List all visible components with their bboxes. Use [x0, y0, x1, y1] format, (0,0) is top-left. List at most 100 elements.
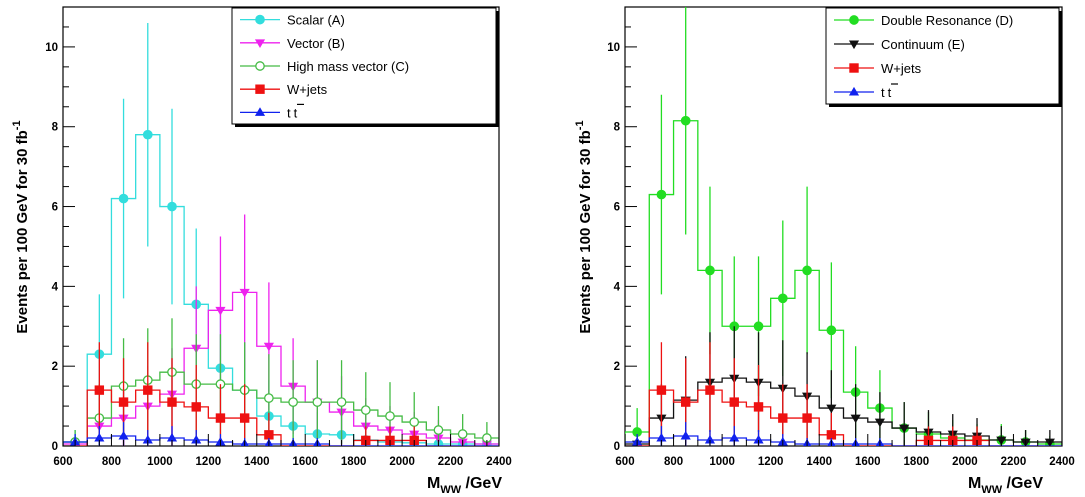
- x-axis-label-main: M: [427, 475, 440, 492]
- data-point: [802, 265, 812, 276]
- y-axis-label: Events per 100 GeV for 30 fb-1: [11, 120, 31, 333]
- y-tick-label: 0: [52, 441, 58, 453]
- data-point: [360, 405, 371, 415]
- x-tick-label: 2200: [1001, 456, 1027, 468]
- data-point: [656, 385, 667, 395]
- data-point: [753, 321, 764, 332]
- legend: Scalar (A) Vector (B) High mass vector (C)…: [231, 7, 499, 127]
- legend-entry: Scalar (A): [240, 13, 345, 28]
- x-tick-label: 1800: [341, 456, 367, 468]
- series-vector-b-: [63, 214, 499, 446]
- y-axis-label-sup: -1: [574, 120, 586, 130]
- legend-label: Double Resonance (D): [881, 13, 1013, 28]
- data-point: [802, 413, 812, 423]
- data-point: [826, 404, 837, 414]
- data-point: [385, 411, 395, 421]
- data-point: [777, 293, 788, 304]
- series-w-jets: [625, 342, 1062, 446]
- histogram-step-line: [625, 120, 1062, 446]
- y-tick-label: 2: [614, 361, 620, 373]
- data-point: [118, 397, 129, 407]
- x-axis-label-unit: /GeV: [461, 475, 502, 492]
- legend-marker: [848, 40, 860, 50]
- data-point: [729, 397, 739, 407]
- y-axis-label-sup: -1: [11, 120, 23, 130]
- x-axis-label: MWW /GeV: [968, 475, 1043, 496]
- legend-marker: [255, 84, 265, 94]
- data-point: [850, 414, 861, 424]
- legend-label: Scalar (A): [287, 13, 345, 28]
- y-tick-label: 6: [52, 202, 58, 214]
- x-axis-label-unit: /GeV: [1002, 475, 1043, 492]
- data-point: [94, 385, 105, 395]
- legend-entry: W+jets: [240, 82, 328, 97]
- x-tick-label: 2000: [952, 456, 978, 468]
- x-tick-label: 2000: [389, 456, 415, 468]
- legend-marker: [849, 63, 859, 73]
- legend-marker: [255, 14, 265, 25]
- data-point: [705, 385, 715, 395]
- legend-entry: W+jets: [834, 61, 922, 76]
- x-tick-label: 1400: [244, 456, 270, 468]
- data-point: [264, 393, 274, 403]
- x-tick-label: 1800: [904, 456, 930, 468]
- data-point: [142, 129, 153, 140]
- data-point: [680, 115, 691, 126]
- data-point: [143, 385, 153, 395]
- data-point: [753, 402, 764, 412]
- chart-panel-2: 600 800 1000 1200 1400 1600 1800 2000 2200 2400 0 2…: [574, 6, 1075, 496]
- legend-entry: Double Resonance (D): [834, 13, 1013, 28]
- data-point: [215, 306, 226, 316]
- data-point: [680, 430, 691, 440]
- legend-entry: Continuum (E): [834, 37, 965, 52]
- data-point: [215, 413, 226, 423]
- data-point: [680, 397, 691, 407]
- x-axis-label-sub: WW: [440, 484, 461, 496]
- x-tick-label: 1000: [147, 456, 173, 468]
- x-tick-label: 1600: [292, 456, 318, 468]
- y-axis-label-main: Events per 100 GeV for 30 fb: [577, 130, 594, 333]
- data-point: [826, 325, 837, 336]
- data-point: [118, 430, 129, 440]
- data-point: [288, 397, 298, 407]
- x-tick-label: 2200: [438, 456, 464, 468]
- data-point: [336, 397, 347, 407]
- legend-box: [825, 7, 1060, 105]
- legend-marker: [254, 39, 266, 48]
- data-point: [409, 417, 420, 427]
- legend-marker: [848, 86, 860, 96]
- data-point: [239, 413, 250, 423]
- x-tick-label: 600: [53, 456, 72, 468]
- data-point: [239, 288, 250, 298]
- x-axis-label-main: M: [968, 475, 981, 492]
- histogram-step-line: [63, 291, 499, 446]
- data-point: [656, 189, 667, 200]
- y-tick-label: 2: [52, 361, 58, 373]
- y-tick-label: 4: [614, 281, 621, 293]
- legend: Double Resonance (D) Continuum (E) W+jets t…: [825, 7, 1062, 107]
- data-point: [433, 425, 444, 435]
- data-point: [263, 342, 274, 352]
- x-tick-label: 600: [615, 456, 634, 468]
- legend-label: Vector (B): [287, 36, 345, 51]
- legend-label-tbar: t: [294, 105, 298, 120]
- y-axis-label: Events per 100 GeV for 30 fb-1: [574, 120, 594, 333]
- y-tick-label: 8: [614, 122, 621, 134]
- legend-label: Continuum (E): [881, 37, 965, 52]
- legend-marker: [849, 15, 859, 25]
- y-tick-label: 6: [614, 202, 620, 214]
- x-tick-label: 2400: [486, 456, 512, 468]
- x-tick-label: 1400: [806, 456, 832, 468]
- y-tick-label: 0: [614, 441, 620, 453]
- y-tick-label: 10: [607, 42, 620, 54]
- x-axis-label-sub: WW: [981, 484, 1002, 496]
- x-tick-label: 1200: [758, 456, 784, 468]
- data-point: [167, 397, 177, 407]
- legend-label-t: t: [881, 85, 885, 100]
- legend-label-tbar: t: [888, 85, 892, 100]
